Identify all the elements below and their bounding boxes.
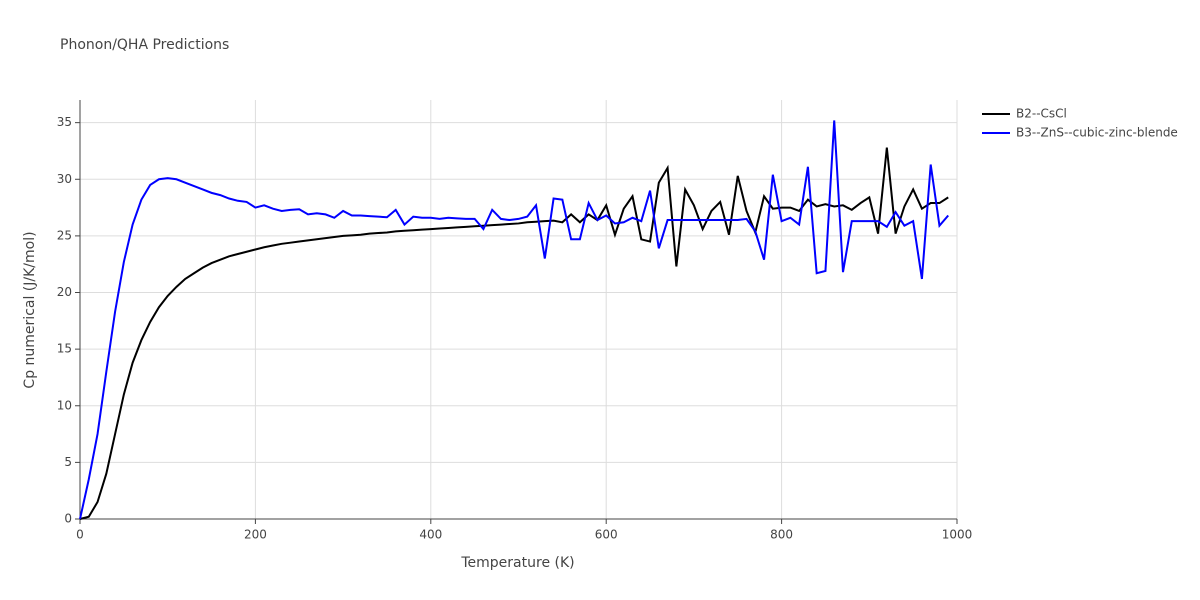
x-tick-label: 800 <box>770 528 793 542</box>
x-tick-label: 1000 <box>942 528 973 542</box>
x-tick-label: 600 <box>595 528 618 542</box>
x-axis-label: Temperature (K) <box>460 555 574 571</box>
y-tick-label: 30 <box>57 172 72 186</box>
y-tick-label: 0 <box>64 512 72 526</box>
x-tick-label: 0 <box>76 528 84 542</box>
y-tick-label: 10 <box>57 398 72 412</box>
y-axis-label: Cp numerical (J/K/mol) <box>22 231 38 388</box>
x-tick-label: 400 <box>419 528 442 542</box>
x-tick-label: 200 <box>244 528 267 542</box>
y-tick-label: 5 <box>64 455 72 469</box>
legend-label: B3--ZnS--cubic-zinc-blende <box>1016 126 1178 140</box>
series-line <box>79 147 949 520</box>
series-line <box>79 120 949 520</box>
y-tick-label: 25 <box>57 228 72 242</box>
legend-label: B2--CsCl <box>1016 107 1067 121</box>
chart-title: Phonon/QHA Predictions <box>60 37 229 53</box>
y-tick-label: 20 <box>57 285 72 299</box>
y-tick-label: 35 <box>57 115 72 129</box>
y-tick-label: 15 <box>57 342 72 356</box>
